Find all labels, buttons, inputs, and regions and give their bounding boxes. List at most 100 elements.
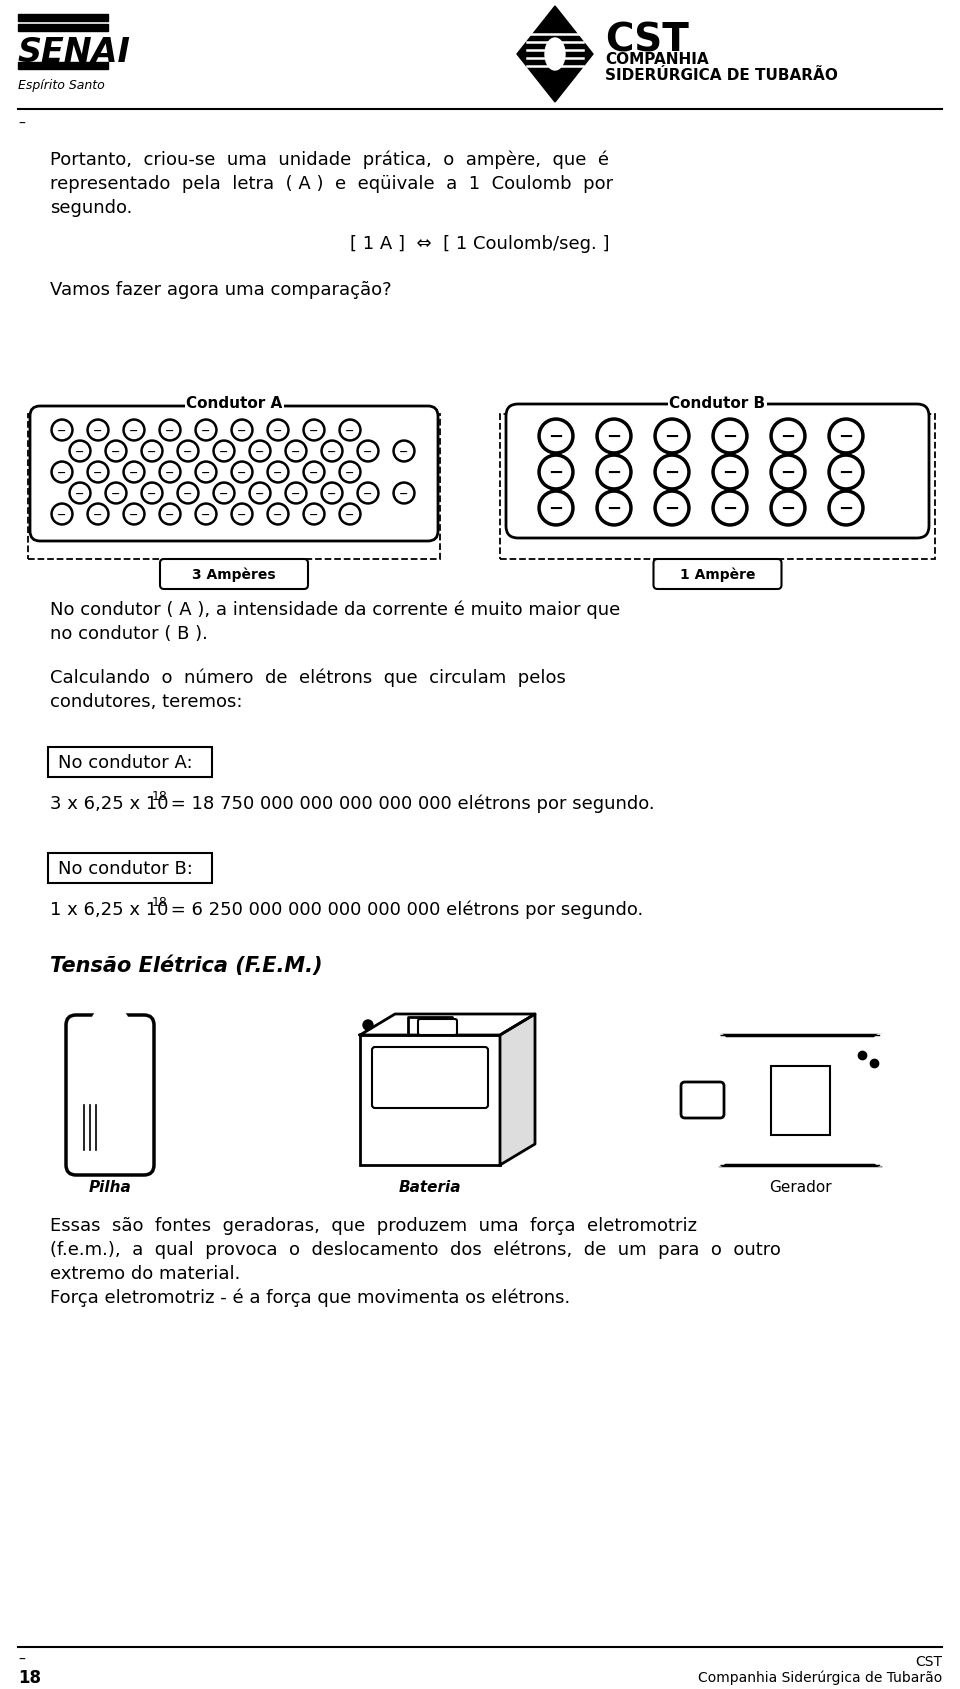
Circle shape (69, 441, 91, 463)
Circle shape (599, 458, 629, 486)
Circle shape (599, 422, 629, 451)
Text: −: − (274, 510, 282, 520)
Circle shape (305, 422, 323, 439)
Circle shape (393, 441, 415, 463)
Text: −: − (237, 510, 247, 520)
Circle shape (233, 464, 251, 481)
Text: −: − (780, 464, 796, 481)
Text: −: − (607, 464, 621, 481)
Text: −: − (780, 427, 796, 446)
Circle shape (715, 458, 745, 486)
Circle shape (339, 421, 361, 443)
Text: −: − (363, 446, 372, 456)
FancyBboxPatch shape (681, 1083, 724, 1118)
Circle shape (54, 422, 70, 439)
Polygon shape (360, 1015, 535, 1035)
Text: Portanto,  criou-se  uma  unidade  prática,  o  ampère,  que  é: Portanto, criou-se uma unidade prática, … (50, 150, 609, 169)
Circle shape (538, 419, 574, 454)
Circle shape (357, 441, 379, 463)
Text: −: − (548, 427, 564, 446)
Circle shape (180, 443, 197, 459)
Text: 3 x 6,25 x 10: 3 x 6,25 x 10 (50, 794, 169, 812)
Text: −: − (111, 446, 121, 456)
Bar (18, 62, 108, 69)
Text: −: − (237, 426, 247, 436)
Circle shape (541, 458, 570, 486)
Circle shape (831, 422, 860, 451)
Circle shape (51, 503, 73, 525)
Text: −: − (274, 468, 282, 478)
Text: Vamos fazer agora uma comparação?: Vamos fazer agora uma comparação? (50, 280, 392, 299)
Circle shape (267, 503, 289, 525)
Circle shape (267, 421, 289, 443)
Circle shape (51, 461, 73, 483)
Text: −: − (309, 468, 319, 478)
Circle shape (141, 441, 163, 463)
Bar (18, 15, 108, 22)
Text: −: − (75, 446, 84, 456)
Circle shape (596, 491, 632, 527)
Circle shape (339, 503, 361, 525)
Circle shape (321, 441, 343, 463)
Circle shape (538, 454, 574, 491)
Circle shape (774, 422, 803, 451)
Circle shape (303, 461, 325, 483)
Circle shape (195, 461, 217, 483)
Circle shape (143, 485, 160, 502)
Circle shape (359, 485, 376, 502)
Circle shape (285, 483, 307, 505)
Ellipse shape (545, 39, 565, 71)
Text: −: − (130, 510, 138, 520)
Circle shape (215, 443, 232, 459)
Circle shape (54, 507, 70, 524)
Text: −: − (75, 488, 84, 498)
Circle shape (97, 1012, 123, 1039)
Text: −: − (165, 426, 175, 436)
Circle shape (231, 421, 253, 443)
Text: SENAI: SENAI (18, 35, 131, 69)
Text: −: − (664, 500, 680, 519)
Circle shape (123, 461, 145, 483)
Text: −: − (202, 510, 210, 520)
Circle shape (396, 443, 413, 459)
Text: −: − (723, 464, 737, 481)
Text: 1 Ampère: 1 Ampère (680, 568, 756, 583)
Circle shape (324, 485, 341, 502)
Circle shape (285, 441, 307, 463)
Text: 1 x 6,25 x 10: 1 x 6,25 x 10 (50, 900, 168, 919)
Circle shape (270, 422, 286, 439)
Bar (18, 25, 108, 32)
Circle shape (658, 422, 686, 451)
Text: −: − (93, 510, 103, 520)
Circle shape (303, 421, 325, 443)
Polygon shape (360, 1035, 500, 1165)
Text: −: − (607, 427, 621, 446)
Polygon shape (720, 1035, 880, 1165)
Text: −: − (147, 446, 156, 456)
Circle shape (233, 422, 251, 439)
Text: Gerador: Gerador (769, 1181, 831, 1194)
Text: No condutor ( A ), a intensidade da corrente é muito maior que: No condutor ( A ), a intensidade da corr… (50, 600, 620, 618)
Circle shape (161, 464, 179, 481)
Circle shape (54, 464, 70, 481)
Circle shape (213, 483, 235, 505)
Text: condutores, teremos:: condutores, teremos: (50, 692, 243, 711)
Circle shape (541, 422, 570, 451)
Polygon shape (500, 1015, 535, 1165)
Circle shape (658, 495, 686, 524)
Circle shape (270, 507, 286, 524)
Circle shape (87, 503, 109, 525)
Text: 18: 18 (18, 1669, 41, 1686)
Circle shape (599, 495, 629, 524)
Text: Pilha: Pilha (88, 1181, 132, 1194)
Circle shape (71, 485, 88, 502)
FancyBboxPatch shape (654, 559, 781, 589)
FancyBboxPatch shape (771, 1066, 830, 1135)
FancyBboxPatch shape (506, 405, 929, 539)
Text: CST: CST (915, 1654, 942, 1669)
Circle shape (270, 464, 286, 481)
Circle shape (596, 454, 632, 491)
Text: −: − (93, 426, 103, 436)
Circle shape (213, 441, 235, 463)
Circle shape (198, 422, 214, 439)
